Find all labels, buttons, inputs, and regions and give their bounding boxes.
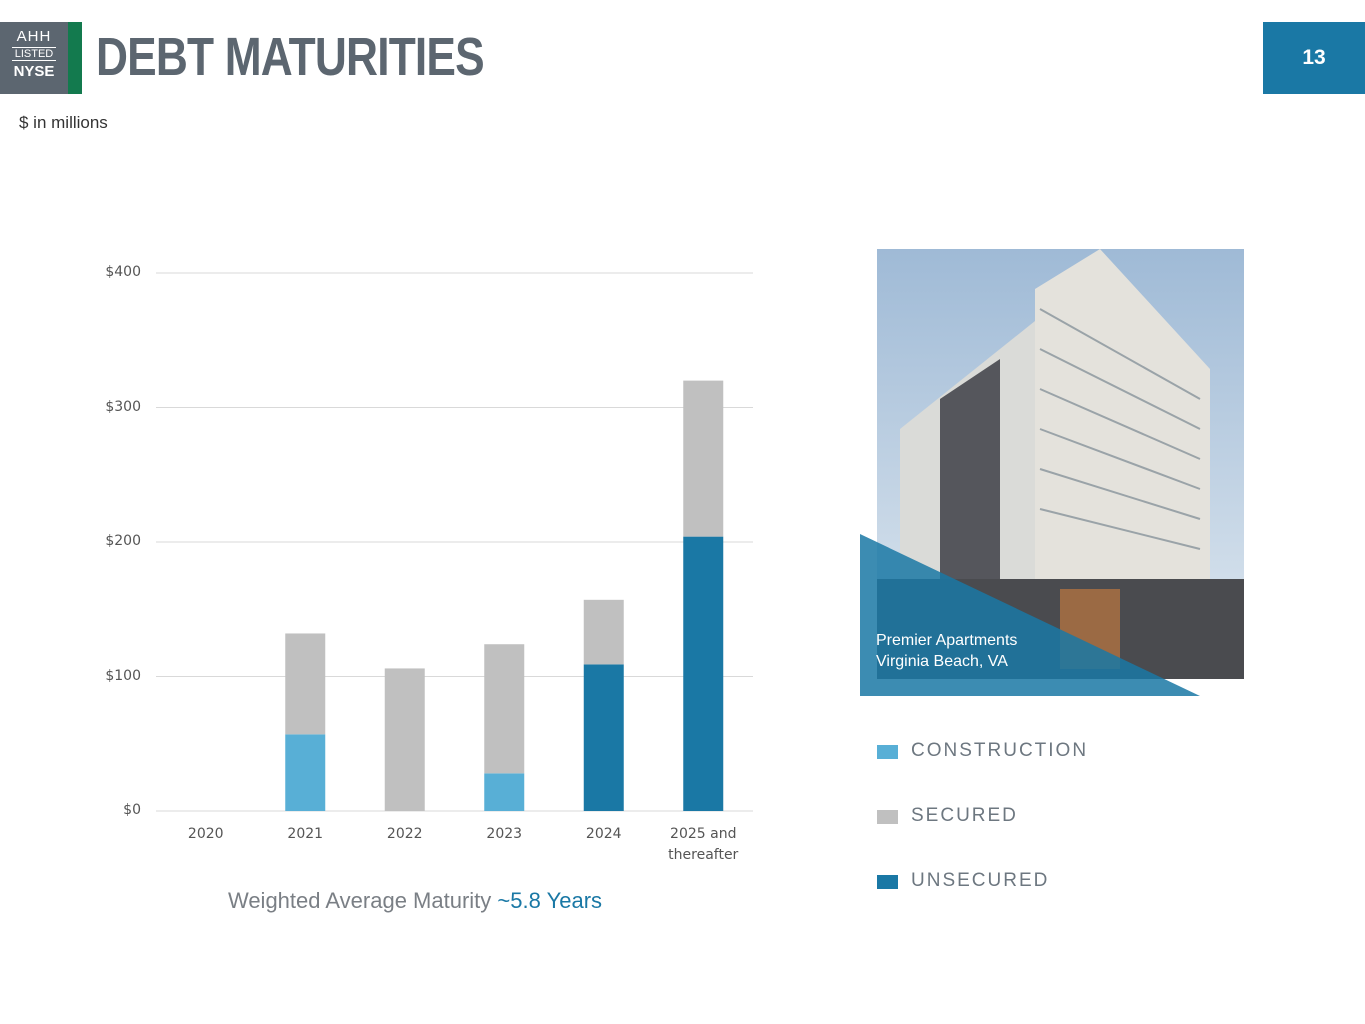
photo-caption: Premier Apartments Virginia Beach, VA <box>876 630 1017 672</box>
bar-segment <box>285 633 326 735</box>
subtitle: $ in millions <box>19 113 108 132</box>
y-tick-label: $100 <box>105 667 141 684</box>
logo-top: AHH <box>16 28 52 45</box>
x-tick-label: 2024 <box>585 826 622 842</box>
logo-stripe <box>68 22 82 94</box>
legend-label: UNSECURED <box>911 870 1050 891</box>
bar-segment <box>683 536 724 811</box>
y-tick-label: $0 <box>123 802 141 818</box>
x-tick-label: 2020 <box>187 826 224 842</box>
logo-bottom: NYSE <box>13 63 55 80</box>
y-tick-label: $300 <box>105 398 141 415</box>
bar-segment <box>583 599 624 665</box>
annotation-text: Weighted Average Maturity <box>227 888 492 913</box>
x-tick-label: 2023 <box>486 826 523 842</box>
x-tick-label: 2025 and thereafter <box>668 826 739 863</box>
chart <box>156 272 753 812</box>
logo-middle: LISTED <box>12 47 56 61</box>
bar-segment <box>484 644 525 774</box>
legend-swatch <box>877 875 898 889</box>
caption-line: Virginia Beach, VA <box>876 653 1008 670</box>
photo <box>860 249 1244 696</box>
bar-segment <box>484 773 525 811</box>
caption-line: Premier Apartments <box>876 632 1018 649</box>
legend-swatch <box>877 810 898 824</box>
x-tick-label: 2022 <box>386 826 423 842</box>
bar-segment <box>285 734 326 811</box>
annotation-highlight: ~5.8 Years <box>497 888 603 913</box>
legend-label: SECURED <box>911 805 1018 826</box>
annotation: Weighted Average Maturity ~5.8 Years <box>0 888 830 914</box>
bar-segment <box>583 664 624 811</box>
page-number: 13 <box>1263 22 1365 94</box>
x-tick-label: 2021 <box>287 826 324 842</box>
y-tick-label: $400 <box>105 264 141 280</box>
bar-segment <box>384 668 425 811</box>
legend-swatch <box>877 745 898 759</box>
slide-title: DEBT MATURITIES <box>96 27 485 87</box>
y-tick-label: $200 <box>105 533 141 549</box>
legend-label: CONSTRUCTION <box>911 740 1089 761</box>
bar-segment <box>683 380 724 537</box>
logo: AHH LISTED NYSE <box>0 22 68 94</box>
